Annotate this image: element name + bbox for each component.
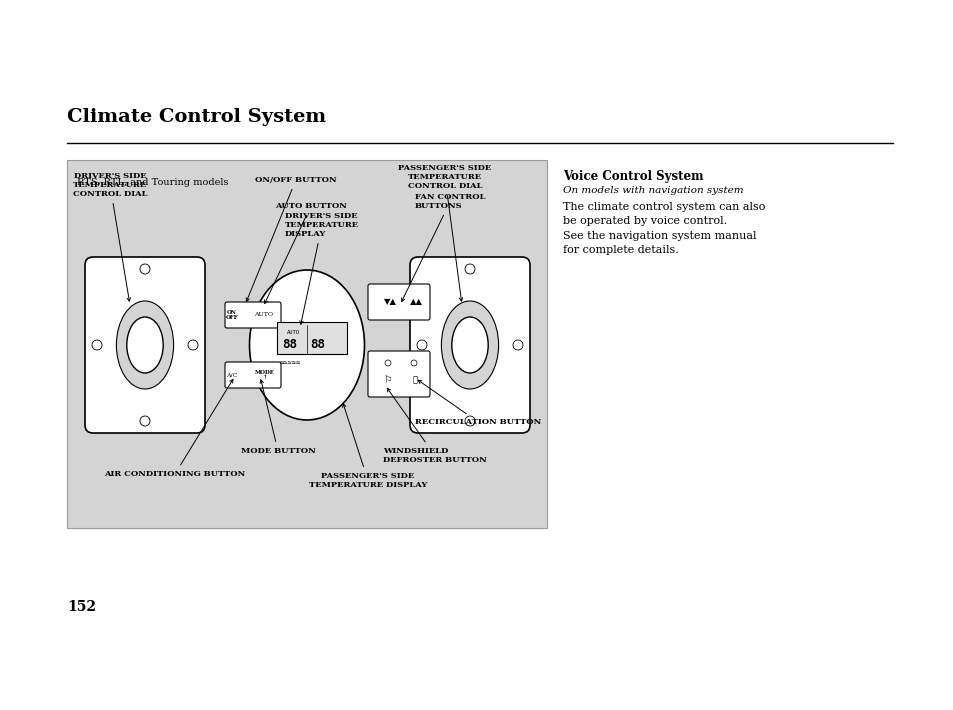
Text: 88: 88 [282,339,296,351]
Text: 88: 88 [310,339,325,351]
FancyBboxPatch shape [276,322,347,354]
Text: ≈≈≈≈≈: ≈≈≈≈≈ [279,360,300,366]
Text: ON
OFF: ON OFF [226,310,238,320]
Text: A/C: A/C [226,373,237,378]
Ellipse shape [411,360,416,366]
Ellipse shape [116,301,173,389]
FancyBboxPatch shape [225,302,281,328]
FancyBboxPatch shape [85,257,205,433]
Text: AUTO: AUTO [254,312,274,317]
Ellipse shape [441,301,498,389]
Ellipse shape [188,340,198,350]
Text: PASSENGER'S SIDE
TEMPERATURE
CONTROL DIAL: PASSENGER'S SIDE TEMPERATURE CONTROL DIA… [398,163,491,301]
Text: AIR CONDITIONING BUTTON: AIR CONDITIONING BUTTON [104,379,245,478]
FancyBboxPatch shape [368,284,430,320]
Ellipse shape [140,416,150,426]
Ellipse shape [464,264,475,274]
Text: PASSENGER'S SIDE
TEMPERATURE DISPLAY: PASSENGER'S SIDE TEMPERATURE DISPLAY [309,404,427,489]
Text: Voice Control System: Voice Control System [562,170,702,183]
Text: ON/OFF BUTTON: ON/OFF BUTTON [246,176,336,302]
Text: AUTO: AUTO [287,330,299,335]
Text: ⚐: ⚐ [383,375,392,385]
Text: ▲▲: ▲▲ [409,297,422,307]
Text: MODE BUTTON: MODE BUTTON [240,380,315,455]
FancyBboxPatch shape [67,160,546,528]
Text: RECIRCULATION BUTTON: RECIRCULATION BUTTON [415,381,540,426]
Ellipse shape [250,270,364,420]
Text: AUTO BUTTON: AUTO BUTTON [264,202,347,303]
Text: 152: 152 [67,600,96,614]
Ellipse shape [416,340,427,350]
Ellipse shape [513,340,522,350]
FancyBboxPatch shape [368,351,430,397]
Ellipse shape [385,360,391,366]
Text: DRIVER'S SIDE
TEMPERATURE
DISPLAY: DRIVER'S SIDE TEMPERATURE DISPLAY [285,212,358,324]
Ellipse shape [91,340,102,350]
Text: MODE
↑: MODE ↑ [254,370,274,381]
Ellipse shape [452,317,488,373]
Ellipse shape [127,317,163,373]
Text: On models with navigation system: On models with navigation system [562,186,742,195]
Text: FAN CONTROL
BUTTONS: FAN CONTROL BUTTONS [401,193,485,302]
Text: WINDSHIELD
DEFROSTER BUTTON: WINDSHIELD DEFROSTER BUTTON [382,388,486,464]
Text: Climate Control System: Climate Control System [67,108,326,126]
FancyBboxPatch shape [410,257,530,433]
Text: ▼▲: ▼▲ [383,297,396,307]
Ellipse shape [140,264,150,274]
Ellipse shape [464,416,475,426]
Text: 🚗: 🚗 [412,376,417,385]
FancyBboxPatch shape [225,362,281,388]
Text: RTS, RTL, and Touring models: RTS, RTL, and Touring models [77,178,229,187]
Text: DRIVER'S SIDE
TEMPERATURE
CONTROL DIAL: DRIVER'S SIDE TEMPERATURE CONTROL DIAL [72,172,147,301]
Text: The climate control system can also
be operated by voice control.
See the naviga: The climate control system can also be o… [562,202,764,255]
